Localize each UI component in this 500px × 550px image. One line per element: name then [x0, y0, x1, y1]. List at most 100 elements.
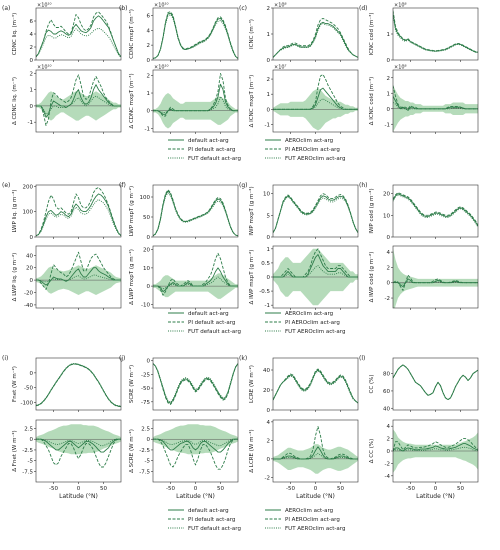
- panel-0-2: 0 1 2 ICNC (m⁻³) ×10⁸ (c): [239, 3, 359, 64]
- y-tick-label: -1: [385, 122, 390, 128]
- series-line-1: [36, 251, 121, 290]
- series-line-1: [36, 74, 121, 126]
- x-tick-label: -50: [286, 486, 295, 492]
- x-axis-label: Latitude (°N): [176, 493, 215, 500]
- y-tick-label: 1: [267, 92, 271, 98]
- panel-label: (l): [359, 355, 365, 362]
- series-line-0: [36, 15, 121, 58]
- y-axis-label: IWP mxpT (g m⁻²): [248, 186, 255, 235]
- series-line-0: [153, 363, 238, 404]
- y-axis-label: IWP cold (g m⁻²): [368, 188, 375, 233]
- legend-label: default act-arg: [188, 138, 229, 144]
- y-tick-label: 40: [26, 253, 33, 259]
- y-tick-label: -75: [141, 400, 150, 406]
- y-tick-label: 0: [387, 107, 391, 113]
- series-line-1: [393, 364, 478, 401]
- y-tick-label: -0.5: [259, 289, 270, 295]
- axis-multiplier: ×10⁸: [394, 65, 407, 71]
- axis-multiplier: ×10¹⁰: [37, 65, 52, 71]
- panel-label: (j): [119, 355, 125, 362]
- y-tick-label: 0: [30, 371, 34, 377]
- panel-label: (g): [239, 182, 248, 189]
- y-tick-label: 80: [383, 372, 390, 378]
- legend-label: FUT AEROclim act-arg: [285, 526, 345, 532]
- panel-1-6: -1 -0.5 0 0.5 1 Δ IWP mxpT (g m⁻²): [248, 245, 359, 310]
- series-line-0: [273, 446, 358, 460]
- y-tick-label: 0: [147, 109, 151, 115]
- panel-1-1: 0 50 100 LWP mxpT (g m⁻²)(f): [119, 182, 239, 241]
- panel-0-4: -1 0 1 2 Δ CDNC liq. (m⁻³) ×10¹⁰: [11, 65, 122, 134]
- y-tick-label: 100: [140, 195, 151, 201]
- y-axis-label: Δ CDNC liq. (m⁻³): [11, 77, 18, 125]
- axis-multiplier: ×10¹⁰: [154, 3, 169, 9]
- axis-multiplier: ×10⁸: [274, 3, 287, 9]
- x-tick-label: 0: [77, 486, 81, 492]
- x-tick-label: -50: [49, 486, 58, 492]
- y-tick-label: 0: [267, 408, 271, 414]
- legend-label: AEROclim act-arg: [285, 138, 333, 144]
- series-line-1: [273, 193, 358, 233]
- panel-label: (e): [2, 182, 10, 189]
- axes-frame: [272, 184, 359, 238]
- x-axis-label: Latitude (°N): [59, 493, 98, 500]
- y-tick-label: 20: [383, 192, 390, 198]
- series-line-1: [153, 11, 238, 59]
- axes-frame: [392, 7, 479, 61]
- y-tick-label: -2: [385, 296, 390, 302]
- y-tick-label: 0: [387, 281, 391, 287]
- legend-label: PI default act-arg: [188, 517, 235, 523]
- series-line-1: [393, 438, 478, 452]
- y-axis-label: ICNC cold (m⁻³): [368, 12, 375, 55]
- y-tick-label: 5: [267, 213, 271, 219]
- series-line-1: [393, 274, 478, 291]
- y-axis-label: Δ CC (%): [369, 439, 375, 463]
- series-line-0: [393, 443, 478, 452]
- legend-label: FUT AEROclim act-arg: [285, 156, 345, 162]
- panel-label: (d): [359, 5, 368, 12]
- y-tick-label: 4: [387, 250, 391, 256]
- series-line-1: [273, 426, 358, 460]
- y-tick-label: 20: [263, 388, 270, 394]
- x-tick-label: 50: [457, 486, 464, 492]
- series-line-0: [153, 190, 238, 237]
- y-tick-label: -7.5: [139, 469, 150, 475]
- y-tick-label: 40: [383, 406, 390, 412]
- series-line-2: [36, 199, 121, 237]
- y-tick-label: 4: [30, 32, 34, 38]
- series-line-2: [273, 98, 358, 110]
- series-line-2: [36, 274, 121, 283]
- series-line-2: [36, 363, 121, 407]
- y-axis-label: Δ SCRE (W m⁻²): [128, 429, 135, 473]
- panel-1-5: -10 0 10 20 Δ LWP mxpT (g m⁻²): [128, 245, 239, 310]
- series-line-2: [393, 364, 478, 401]
- y-axis-label: SCRE (W m⁻²): [128, 365, 135, 403]
- y-tick-label: 2.5: [141, 427, 150, 433]
- y-tick-label: 0: [30, 437, 34, 443]
- y-axis-label: Δ IWP mxpT (g m⁻²): [248, 250, 255, 305]
- y-tick-label: 20: [26, 266, 33, 272]
- series-line-2: [393, 194, 478, 228]
- y-tick-label: 4: [147, 28, 151, 34]
- series-line-1: [153, 363, 238, 405]
- series-line-1: [153, 189, 238, 237]
- y-tick-label: 2: [267, 77, 271, 83]
- y-tick-label: 0: [147, 437, 151, 443]
- y-tick-label: 0: [267, 107, 271, 113]
- axes-frame: [35, 7, 122, 61]
- y-tick-label: 0: [147, 58, 151, 64]
- y-tick-label: -40: [24, 303, 33, 309]
- series-line-2: [393, 15, 478, 53]
- y-tick-label: -20: [24, 291, 33, 297]
- series-line-0: [393, 364, 478, 401]
- x-tick-label: -50: [166, 486, 175, 492]
- series-line-2: [36, 27, 121, 58]
- y-tick-label: 0.5: [261, 261, 270, 267]
- panel-label: (k): [239, 355, 247, 362]
- y-tick-label: 0: [387, 449, 391, 455]
- legend-label: FUT default act-arg: [188, 156, 241, 162]
- series-line-1: [36, 11, 121, 58]
- y-tick-label: 0: [267, 58, 271, 64]
- x-tick-label: 0: [314, 486, 318, 492]
